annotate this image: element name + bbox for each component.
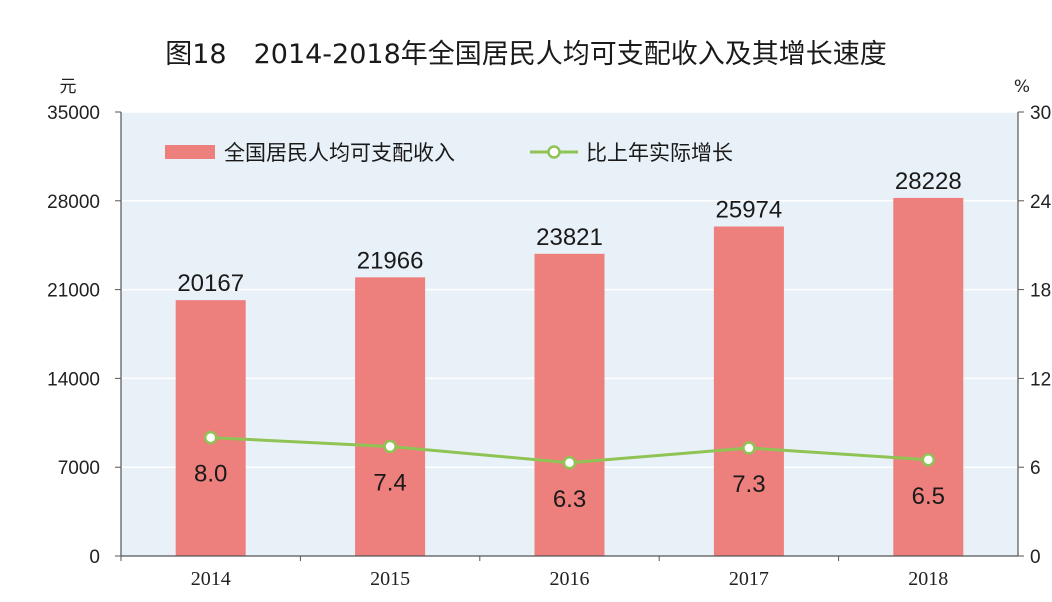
y-tick-label-right: 30 [1030,103,1051,124]
y-unit-left: 元 [60,77,77,97]
line-value-label: 8.0 [194,461,227,488]
bar [175,300,246,556]
y-tick-label-left: 0 [89,547,100,568]
bar [355,277,426,556]
y-unit-right: % [1014,77,1030,97]
line-value-label: 6.5 [912,483,945,510]
bar [534,253,605,556]
x-tick-label: 2016 [550,568,590,590]
line-point [562,456,577,470]
line-point [383,439,397,454]
y-tick-label-left: 14000 [47,369,100,390]
line-value-label: 7.3 [732,471,765,498]
line-point [203,430,218,445]
bar [713,226,784,556]
legend-marker-line [547,145,561,159]
y-tick-label-left: 35000 [47,103,100,124]
y-tick-label-right: 12 [1030,369,1051,390]
y-tick-label-right: 0 [1030,547,1041,568]
line-series [203,430,936,470]
legend: 全国居民人均可支配收入 比上年实际增长 [165,141,733,165]
line-point [921,453,936,467]
axes: 0 7000 14000 21000 28000 35000 0 6 12 18 24 30 元 % 201… [47,77,1051,590]
legend-label-bar: 全国居民人均可支配收入 [224,141,455,165]
data-labels: 20167 21966 23821 25974 28228 8.0 7.4 6.3 7.3 6.5 [177,168,961,513]
y-tick-label-left: 7000 [58,458,100,479]
x-tick-label: 2017 [729,568,769,590]
y-tick-label-left: 28000 [47,192,100,213]
bar [893,197,964,556]
bar-value-label: 21966 [357,247,424,274]
y-tick-label-right: 24 [1030,192,1052,213]
bar-series [175,197,964,556]
y-tick-label-right: 6 [1030,458,1041,479]
bar-value-label: 25974 [716,197,783,224]
x-tick-label: 2014 [191,568,231,590]
y-tick-label-left: 21000 [47,281,100,302]
x-tick-label: 2018 [908,568,948,590]
bar-value-label: 20167 [177,270,244,297]
bar-value-label: 28228 [895,168,962,195]
y-tick-label-right: 18 [1030,281,1051,302]
line-point [742,441,756,455]
legend-label-line: 比上年实际增长 [586,141,733,165]
bar-value-label: 23821 [536,224,603,251]
legend-swatch-bar [165,145,215,159]
chart-title: 图18 2014-2018年全国居民人均可支配收入及其增长速度 [165,39,887,70]
line-value-label: 6.3 [553,486,586,513]
line-value-label: 7.4 [373,469,406,496]
x-tick-label: 2015 [370,568,410,590]
